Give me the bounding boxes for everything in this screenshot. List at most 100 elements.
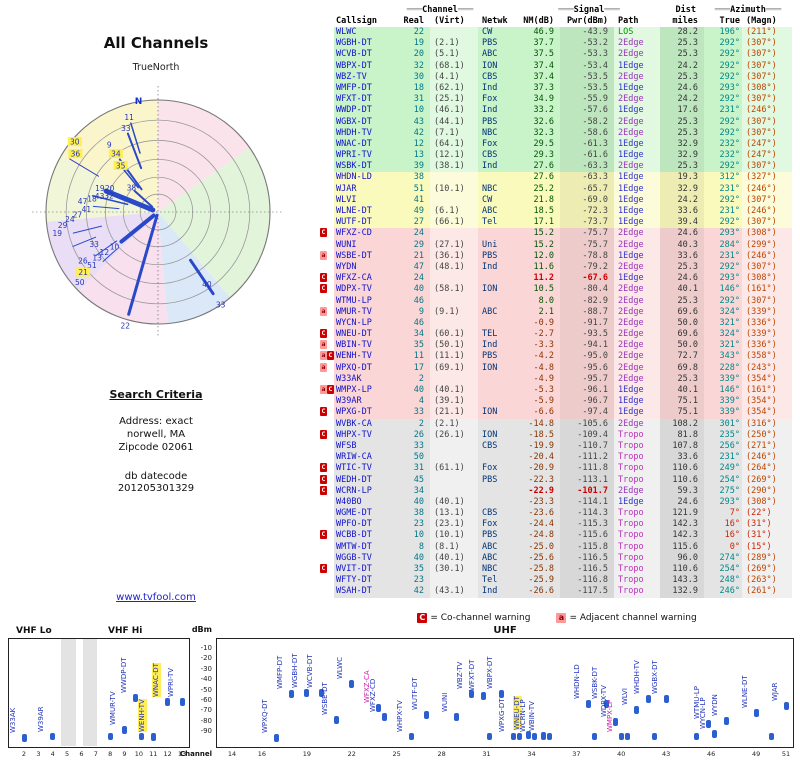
- callsign-link[interactable]: WPXG-DT: [336, 407, 372, 418]
- cell-mg: (161°): [742, 284, 792, 296]
- cell-tr: 231°: [719, 183, 740, 194]
- cell-vi: (5.1): [430, 49, 478, 61]
- callsign-link[interactable]: WMTW-DT: [336, 541, 372, 552]
- callsign-link[interactable]: WYCN-LP: [336, 317, 372, 328]
- cell-m: C: [320, 463, 334, 475]
- cell-mi: 81.8: [660, 429, 704, 441]
- callsign-link[interactable]: WEDH-DT: [336, 474, 372, 485]
- callsign-link[interactable]: WCVB-DT: [336, 49, 372, 60]
- cell-re: 33: [413, 407, 424, 418]
- cell-re: 9: [418, 306, 424, 317]
- cell-vi: (9.1): [430, 306, 478, 318]
- cell-pw: -116.5: [560, 552, 614, 565]
- cell-re: 38: [413, 172, 424, 183]
- table-row: C WDPX-TV 40 (58.1) ION 10.5 -80.4 2Edge 40.1 146…: [320, 284, 792, 296]
- callsign-link[interactable]: WGME-DT: [336, 508, 372, 519]
- cell-mi: 24.2: [660, 60, 704, 72]
- cell-tr: 274°: [719, 552, 740, 563]
- callsign-link[interactable]: WCBB-DT: [336, 530, 372, 541]
- cell-nm: 10.5: [533, 284, 554, 295]
- co-channel-badge: C: [417, 613, 428, 623]
- cell-nw: [478, 486, 518, 497]
- callsign-link[interactable]: WRIW-CA: [336, 452, 372, 463]
- callsign-link[interactable]: WLVI: [336, 194, 357, 205]
- cell-mi: 40.1: [660, 385, 704, 397]
- callsign-link[interactable]: WCRN-LP: [336, 485, 372, 496]
- callsign-link[interactable]: WMFP-DT: [336, 82, 372, 93]
- callsign-link[interactable]: WHDH-TV: [336, 127, 372, 138]
- callsign-link[interactable]: WWDP-DT: [336, 105, 372, 116]
- callsign-link[interactable]: W40BO: [336, 496, 362, 507]
- callsign-link[interactable]: WBPX-DT: [336, 60, 372, 71]
- callsign-link[interactable]: WFXT-DT: [336, 94, 372, 105]
- callsign-link[interactable]: WSAH-DT: [336, 586, 372, 597]
- radar-spoke: [72, 236, 97, 247]
- cell-mi: 59.3: [660, 485, 704, 497]
- callsign-link[interactable]: WFSB: [336, 440, 357, 451]
- callsign-link[interactable]: WLWC: [336, 27, 357, 37]
- cell-pw: -95.6: [560, 362, 614, 374]
- adjacent-marker: a: [320, 306, 327, 316]
- bar-callsign-label: WMPX-LP: [605, 699, 614, 732]
- callsign-link[interactable]: WNAC-DT: [336, 138, 372, 149]
- callsign-link[interactable]: WGGB-TV: [336, 552, 372, 563]
- callsign-link[interactable]: WMUR-TV: [336, 306, 372, 317]
- signal-bar: [349, 679, 355, 688]
- callsign-link[interactable]: W39AR: [336, 396, 362, 407]
- callsign-link[interactable]: WGBX-DT: [336, 116, 372, 127]
- callsign-link[interactable]: WUTF-DT: [336, 217, 372, 228]
- search-criteria-lines: Address: exact norwell, MA Zipcode 02061: [0, 415, 312, 454]
- channel-tick: 3: [36, 750, 41, 758]
- callsign-link[interactable]: WPXQ-DT: [336, 362, 372, 373]
- callsign-link[interactable]: WHPX-TV: [336, 429, 372, 440]
- radar-ring: [45, 99, 271, 325]
- callsign-link[interactable]: WENH-TV: [336, 351, 372, 362]
- callsign-link[interactable]: WJAR: [336, 183, 357, 194]
- callsign-link[interactable]: WBIN-TV: [336, 340, 372, 351]
- callsign-link[interactable]: WGBH-DT: [336, 38, 372, 49]
- cell-pw: -75.7: [560, 239, 614, 251]
- callsign-link[interactable]: WTMU-LP: [336, 295, 372, 306]
- cell-tr: 231°: [719, 452, 740, 463]
- callsign-link[interactable]: WTIC-TV: [336, 463, 372, 474]
- bar-callsign-label: WWDP-DT: [120, 657, 129, 693]
- callsign-link[interactable]: WMPX-LP: [336, 385, 372, 395]
- cell-tr: 256°: [719, 440, 740, 451]
- callsign-link[interactable]: WNEU-DT: [336, 329, 372, 340]
- callsign-link[interactable]: W33AK: [336, 373, 362, 384]
- callsign-link[interactable]: WFXZ-CD: [336, 228, 372, 239]
- callsign-link[interactable]: WSBE-DT: [336, 250, 372, 261]
- callsign-link[interactable]: WPRI-TV: [336, 150, 372, 161]
- signal-bar: [612, 717, 618, 726]
- callsign-link[interactable]: WDPX-TV: [336, 284, 372, 295]
- cell-pw: -80.4: [560, 284, 614, 296]
- callsign-link[interactable]: WBZ-TV: [336, 71, 367, 82]
- cell-vi: (27.1): [430, 239, 478, 251]
- band-shading: [61, 639, 76, 746]
- callsign-link[interactable]: WFTY-DT: [336, 575, 372, 586]
- cell-pw: -116.8: [560, 575, 614, 587]
- cell-tr: 293°: [719, 228, 740, 239]
- callsign-link[interactable]: WHDN-LD: [336, 172, 372, 183]
- callsign-link[interactable]: WLNE-DT: [336, 206, 372, 216]
- signal-bar: [139, 733, 145, 740]
- callsign-link[interactable]: WVBK-CA: [336, 418, 372, 429]
- callsign-link[interactable]: WPFO-DT: [336, 519, 372, 530]
- tvfool-link[interactable]: www.tvfool.com: [116, 592, 196, 603]
- callsign-link[interactable]: WUNI: [336, 239, 357, 250]
- cell-pw: -61.3: [560, 138, 614, 151]
- cell-pa: 1Edge: [614, 407, 660, 419]
- callsign-link[interactable]: WVIT-DT: [336, 564, 372, 574]
- callsign-link[interactable]: WFXZ-CA: [336, 273, 372, 284]
- cell-re: 30: [413, 71, 424, 82]
- cell-nm: -23.3: [528, 496, 554, 507]
- callsign-link[interactable]: WSBK-DT: [336, 161, 372, 172]
- table-row: WJAR 51 (10.1) NBC 25.2 -65.7 1Edge 32.9 231° (24…: [320, 183, 792, 195]
- cell-mi: 115.6: [660, 541, 704, 553]
- cell-nw: Ind: [482, 261, 498, 272]
- cell-vi: (2.1): [430, 418, 478, 430]
- cell-pa: Tropo: [614, 564, 660, 576]
- bar-callsign-label: WYDN: [710, 693, 719, 716]
- cell-mg: (354°): [742, 396, 792, 408]
- callsign-link[interactable]: WYDN: [336, 261, 357, 272]
